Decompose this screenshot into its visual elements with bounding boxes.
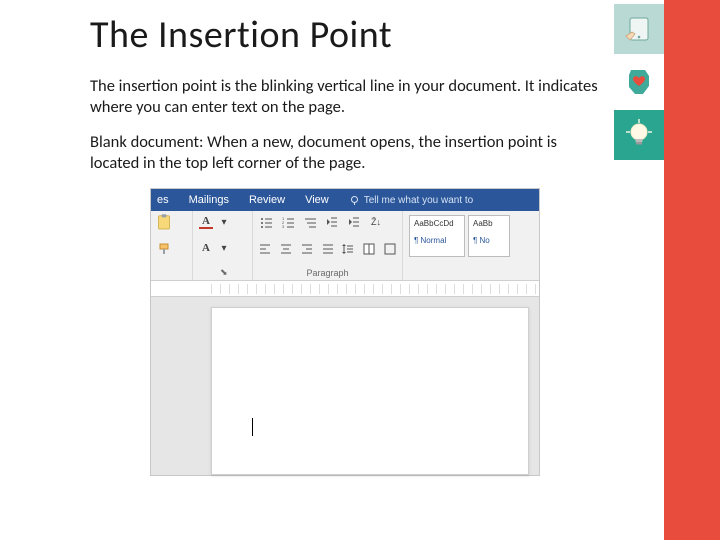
tell-me-label: Tell me what you want to xyxy=(364,195,474,206)
lightbulb-icon xyxy=(622,118,656,152)
style-thumb-nospacing[interactable]: AaBb ¶ No xyxy=(468,215,510,257)
sidebar-icon-cell-3 xyxy=(614,110,664,160)
align-center-icon[interactable] xyxy=(280,242,293,256)
increase-indent-icon[interactable] xyxy=(347,215,361,229)
style-name: ¶ Normal xyxy=(414,236,460,245)
ribbon-body: A ▾ A ▾ ⬊ 123 Ẑ↓ xyxy=(151,211,539,281)
line-spacing-icon[interactable] xyxy=(342,242,355,256)
format-painter-icon[interactable] xyxy=(157,242,171,256)
bullets-icon[interactable] xyxy=(259,215,273,229)
hand-tablet-icon xyxy=(622,12,656,46)
text-highlight-icon[interactable]: A xyxy=(199,241,213,255)
ribbon-group-styles: AaBbCcDd ¶ Normal AaBb ¶ No xyxy=(403,211,539,280)
numbering-icon[interactable]: 123 xyxy=(281,215,295,229)
clipboard-icon[interactable] xyxy=(157,215,171,229)
ohio-heart-icon xyxy=(622,65,656,99)
paragraph-1: The insertion point is the blinking vert… xyxy=(90,76,600,118)
ruler xyxy=(151,281,539,297)
ribbon-group-clipboard xyxy=(151,211,193,280)
group-label-paragraph: Paragraph xyxy=(259,268,396,280)
shading-icon[interactable] xyxy=(363,242,376,256)
style-thumb-normal[interactable]: AaBbCcDd ¶ Normal xyxy=(409,215,465,257)
sort-icon[interactable]: Ẑ↓ xyxy=(369,215,383,229)
justify-icon[interactable] xyxy=(321,242,334,256)
ribbon-tab[interactable]: Mailings xyxy=(189,194,229,206)
ribbon-tab[interactable]: es xyxy=(157,194,169,206)
multilevel-icon[interactable] xyxy=(303,215,317,229)
svg-text:3: 3 xyxy=(282,224,285,229)
insertion-point-cursor xyxy=(252,418,253,436)
sidebar-icon-cell-1 xyxy=(614,4,664,54)
ribbon-tab[interactable]: View xyxy=(305,194,329,206)
style-preview-text: AaBbCcDd xyxy=(414,219,460,228)
document-area xyxy=(151,297,539,475)
style-preview-text: AaBb xyxy=(473,219,505,228)
decrease-indent-icon[interactable] xyxy=(325,215,339,229)
slide-content: The Insertion Point The insertion point … xyxy=(90,12,600,476)
borders-icon[interactable] xyxy=(383,242,396,256)
style-name: ¶ No xyxy=(473,236,505,245)
styles-gallery[interactable]: AaBbCcDd ¶ Normal AaBb ¶ No xyxy=(409,215,533,257)
chevron-down-icon[interactable]: ▾ xyxy=(217,241,231,255)
tell-me-box[interactable]: Tell me what you want to xyxy=(349,195,474,206)
paragraph-2: Blank document: When a new, document ope… xyxy=(90,132,600,174)
word-screenshot: es Mailings Review View Tell me what you… xyxy=(150,188,540,476)
ribbon-group-paragraph: 123 Ẑ↓ Paragraph xyxy=(253,211,403,280)
decorative-stripe xyxy=(664,0,720,540)
lightbulb-mini-icon xyxy=(349,195,360,206)
align-left-icon[interactable] xyxy=(259,242,272,256)
slide-title: The Insertion Point xyxy=(90,12,600,58)
group-label-font: ⬊ xyxy=(199,267,246,280)
align-right-icon[interactable] xyxy=(300,242,313,256)
ribbon-tab-strip: es Mailings Review View Tell me what you… xyxy=(151,189,539,211)
sidebar-icon-cell-2 xyxy=(614,57,664,107)
ribbon-group-font: A ▾ A ▾ ⬊ xyxy=(193,211,253,280)
chevron-down-icon[interactable]: ▾ xyxy=(217,215,231,229)
document-page[interactable] xyxy=(211,307,529,475)
group-label xyxy=(157,268,186,280)
sidebar-icon-column xyxy=(614,4,664,160)
ribbon-tab[interactable]: Review xyxy=(249,194,285,206)
group-label-styles xyxy=(409,268,533,280)
font-color-icon[interactable]: A xyxy=(199,215,213,229)
